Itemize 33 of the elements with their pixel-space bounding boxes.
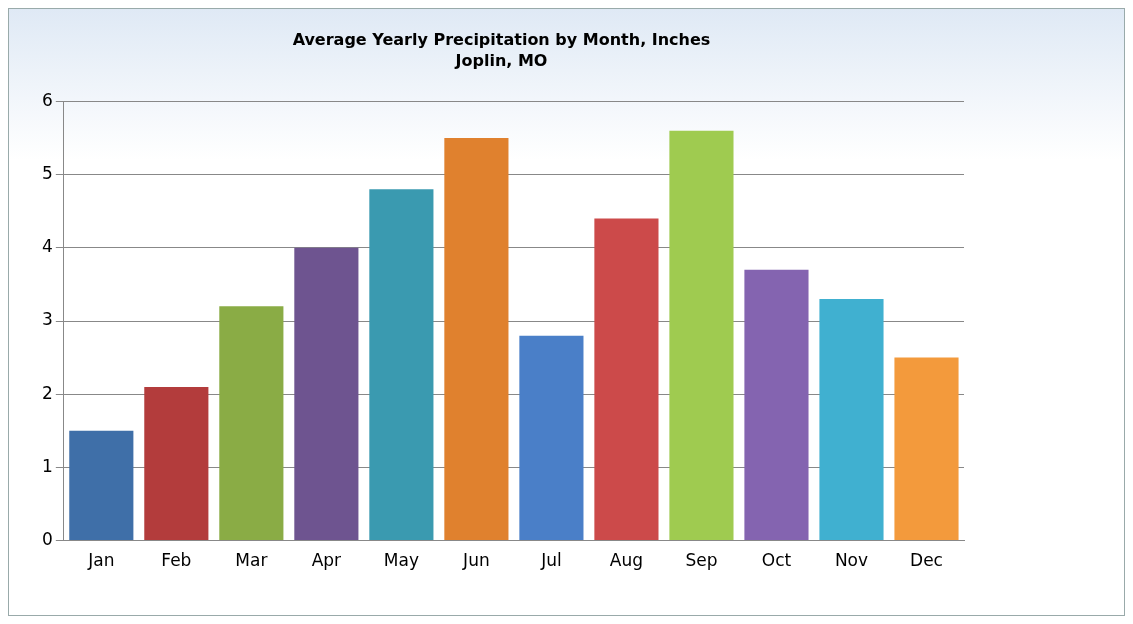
bar — [819, 299, 884, 541]
y-tick-label: 0 — [41, 529, 53, 550]
bar — [594, 218, 659, 541]
y-tick-label: 5 — [41, 163, 53, 184]
bar — [144, 386, 209, 541]
y-tick-label: 3 — [41, 309, 53, 330]
x-tick-label: Apr — [311, 550, 342, 571]
chart-title: Average Yearly Precipitation by Month, Inches — [292, 29, 711, 49]
bar — [69, 430, 134, 541]
x-tick-label: Feb — [161, 550, 192, 571]
y-tick-label: 2 — [41, 382, 53, 403]
x-tick-label: Sep — [685, 550, 718, 571]
x-tick-label: Jan — [87, 550, 115, 571]
x-tick-label: May — [383, 550, 419, 571]
bar — [894, 357, 959, 541]
bar — [444, 138, 509, 541]
x-tick-label: Jul — [540, 550, 562, 571]
bar — [519, 335, 584, 541]
chart-subtitle: Joplin, MO — [454, 50, 548, 70]
bar — [219, 306, 284, 541]
x-tick-label: Nov — [834, 550, 869, 571]
bar — [669, 130, 734, 541]
x-tick-label: Aug — [609, 550, 644, 571]
bar — [744, 269, 809, 541]
x-tick-label: Mar — [235, 550, 268, 571]
x-tick-label: Jun — [462, 550, 490, 571]
bar — [294, 247, 359, 541]
y-tick-label: 4 — [41, 236, 53, 257]
y-tick-label: 1 — [41, 455, 53, 476]
x-tick-label: Oct — [761, 550, 792, 571]
y-tick-label: 6 — [41, 89, 53, 110]
x-tick-label: Dec — [910, 550, 943, 571]
bar — [369, 189, 434, 541]
